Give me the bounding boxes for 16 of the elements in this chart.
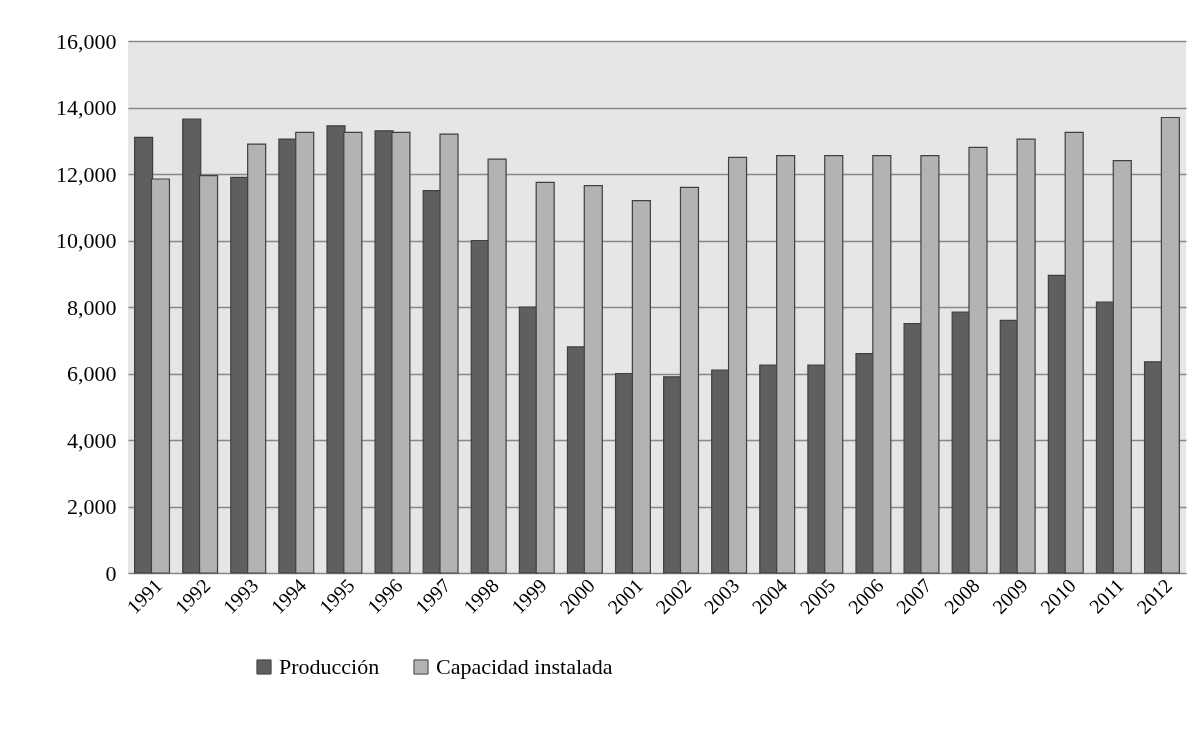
y-tick-label: 16,000 (56, 28, 117, 54)
y-tick-label: 8,000 (67, 294, 117, 320)
x-tick-label: 1998 (458, 574, 503, 618)
x-tick-label: 1992 (170, 574, 215, 618)
y-tick-label: 14,000 (56, 95, 117, 120)
x-tick-label: 1999 (507, 574, 551, 618)
x-tick-label: 2011 (1084, 574, 1129, 618)
y-tick-label: 0 (105, 560, 117, 586)
legend-label: Capacidad instalada (436, 654, 613, 679)
y-tick-label: 12,000 (56, 161, 117, 187)
y-tick-label: 2,000 (67, 494, 117, 519)
y-tick-label: 4,000 (67, 427, 117, 453)
y-tick-label: 6,000 (67, 361, 117, 386)
y-tick-label: 10,000 (56, 228, 117, 253)
legend-label: Producción (279, 654, 380, 679)
x-tick-label: 1991 (122, 574, 167, 618)
